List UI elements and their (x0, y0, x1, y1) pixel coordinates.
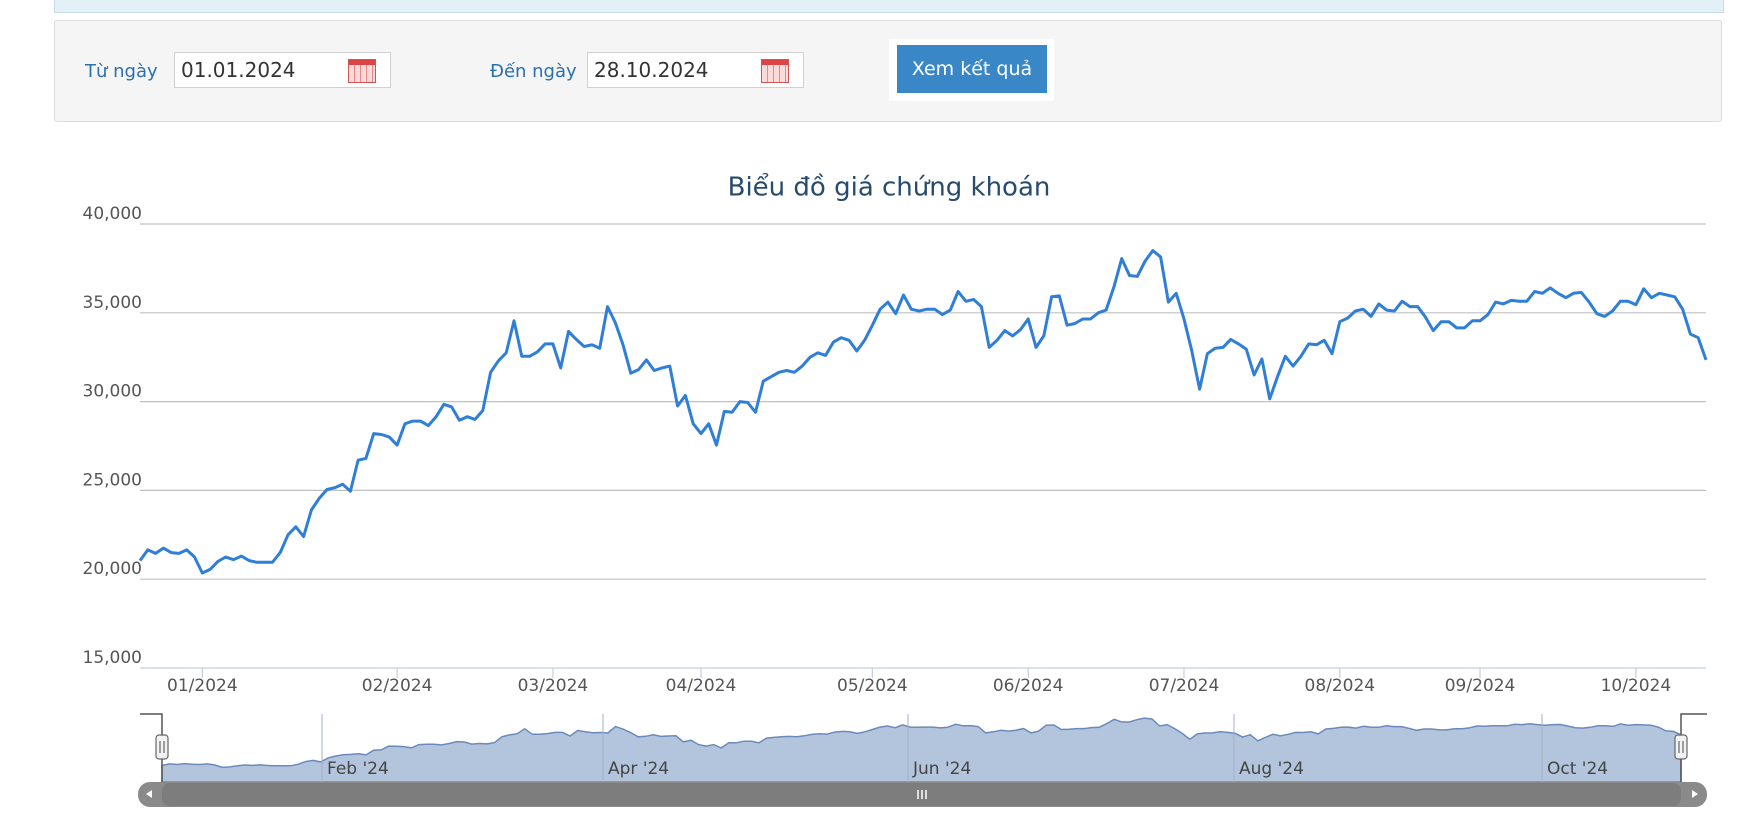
price-line (138, 249, 1708, 575)
submit-button[interactable]: Xem kết quả (897, 45, 1047, 93)
x-tick-label: 08/2024 (1305, 676, 1376, 696)
navigator-label: Feb '24 (327, 759, 389, 779)
y-tick-label: 35,000 (83, 293, 142, 313)
navigator-label: Aug '24 (1239, 759, 1304, 779)
handle-grip (159, 741, 165, 753)
from-value: 01.01.2024 (181, 58, 296, 82)
x-tick-label: 01/2024 (167, 676, 238, 696)
filter-panel: Từ ngày 01.01.2024 Đến ngày 28.10.2024 X… (54, 20, 1722, 122)
y-tick-label: 30,000 (83, 382, 142, 402)
x-tick-label: 06/2024 (993, 676, 1064, 696)
to-value: 28.10.2024 (594, 58, 709, 82)
navigator-label: Apr '24 (608, 759, 669, 779)
chart-title: Biểu đồ giá chứng khoán (728, 172, 1051, 203)
y-tick-label: 20,000 (83, 559, 142, 579)
x-tick-label: 05/2024 (837, 676, 908, 696)
x-tick-label: 10/2024 (1601, 676, 1672, 696)
scroll-right-arrow[interactable] (1692, 790, 1698, 798)
x-tick-label: 07/2024 (1149, 676, 1220, 696)
calendar-icon[interactable] (348, 59, 376, 83)
navigator-handle[interactable] (1674, 734, 1688, 760)
x-tick-label: 04/2024 (666, 676, 737, 696)
navigator-label: Oct '24 (1547, 759, 1608, 779)
from-input[interactable]: 01.01.2024 (174, 52, 391, 88)
calendar-icon[interactable] (761, 59, 789, 83)
x-tick-label: 02/2024 (362, 676, 433, 696)
from-label: Từ ngày (85, 61, 158, 82)
navigator-handle[interactable] (155, 734, 169, 760)
scroll-left-arrow[interactable] (146, 790, 152, 798)
handle-grip (1678, 741, 1684, 753)
navigator-area (161, 717, 1682, 783)
button-frame: Xem kết quả (889, 39, 1054, 101)
top-strip (54, 0, 1724, 13)
y-tick-label: 15,000 (83, 648, 142, 668)
y-tick-label: 25,000 (83, 470, 142, 490)
x-tick-label: 09/2024 (1445, 676, 1516, 696)
to-input[interactable]: 28.10.2024 (587, 52, 804, 88)
to-label: Đến ngày (490, 61, 577, 82)
navigator-label: Jun '24 (912, 759, 971, 779)
x-tick-label: 03/2024 (518, 676, 589, 696)
y-tick-label: 40,000 (83, 204, 142, 224)
scrollbar-grip (917, 790, 927, 799)
